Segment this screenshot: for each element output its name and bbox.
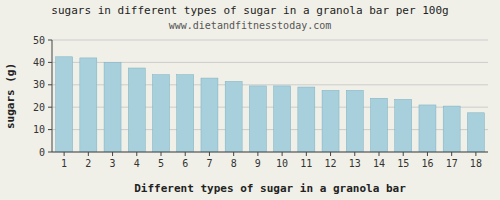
bar xyxy=(177,75,194,152)
y-tick-label: 30 xyxy=(33,79,45,90)
x-tick-label: 8 xyxy=(231,158,237,169)
x-tick xyxy=(64,152,65,156)
x-axis: 123456789101112131415161718 xyxy=(61,152,482,169)
background xyxy=(0,0,500,200)
x-tick xyxy=(282,152,283,156)
bars xyxy=(56,57,485,152)
x-axis-line xyxy=(52,152,488,153)
bar xyxy=(467,113,484,152)
y-axis: 0 10 20 30 40 50 xyxy=(33,35,488,158)
x-tick xyxy=(88,152,89,156)
x-tick xyxy=(451,152,452,156)
bar xyxy=(153,75,170,152)
bar xyxy=(249,86,266,152)
grid-line xyxy=(52,152,488,153)
x-tick xyxy=(427,152,428,156)
x-tick-label: 2 xyxy=(85,158,91,169)
bar xyxy=(128,68,145,152)
x-tick xyxy=(330,152,331,156)
x-tick-label: 10 xyxy=(276,158,288,169)
x-tick-label: 17 xyxy=(446,158,458,169)
x-tick xyxy=(379,152,380,156)
x-tick xyxy=(161,152,162,156)
x-tick-label: 14 xyxy=(373,158,385,169)
x-tick-label: 7 xyxy=(206,158,212,169)
x-tick-label: 1 xyxy=(61,158,67,169)
bar xyxy=(201,78,218,152)
y-tick-label: 50 xyxy=(33,35,45,46)
bar xyxy=(298,87,315,152)
x-tick-label: 4 xyxy=(134,158,140,169)
bar xyxy=(274,86,291,152)
bar xyxy=(80,58,97,152)
x-tick-label: 11 xyxy=(300,158,312,169)
x-tick-label: 12 xyxy=(325,158,337,169)
x-tick xyxy=(403,152,404,156)
chart: sugars in different types of sugar in a … xyxy=(0,0,500,200)
y-tick xyxy=(48,107,52,108)
x-tick xyxy=(136,152,137,156)
bar xyxy=(346,90,363,152)
y-tick xyxy=(48,62,52,63)
x-tick xyxy=(112,152,113,156)
x-tick xyxy=(354,152,355,156)
x-tick-label: 15 xyxy=(397,158,409,169)
x-tick xyxy=(185,152,186,156)
x-tick xyxy=(233,152,234,156)
grid-line xyxy=(52,40,488,41)
y-tick-label: 40 xyxy=(33,57,45,68)
y-tick xyxy=(48,152,52,153)
x-tick xyxy=(475,152,476,156)
bar xyxy=(443,106,460,152)
x-axis-label: Different types of sugar in a granola ba… xyxy=(134,182,406,195)
x-tick-label: 16 xyxy=(421,158,433,169)
y-axis-line xyxy=(52,40,53,152)
chart-container: sugars in different types of sugar in a … xyxy=(0,0,500,200)
title: sugars in different types of sugar in a … xyxy=(51,4,448,17)
y-axis-label: sugars (g) xyxy=(4,63,17,129)
x-tick xyxy=(209,152,210,156)
x-tick-label: 6 xyxy=(182,158,188,169)
y-tick-label: 0 xyxy=(39,147,45,158)
x-tick xyxy=(306,152,307,156)
bar xyxy=(371,98,388,152)
bar xyxy=(104,62,121,152)
y-tick-label: 10 xyxy=(33,124,45,135)
y-tick xyxy=(48,84,52,85)
subtitle: www.dietandfitnesstoday.com xyxy=(169,20,332,31)
bar xyxy=(419,105,436,152)
bar xyxy=(56,57,73,152)
bar xyxy=(322,90,339,152)
y-tick-label: 20 xyxy=(33,102,45,113)
x-tick xyxy=(257,152,258,156)
x-tick-label: 3 xyxy=(110,158,116,169)
x-tick-label: 13 xyxy=(349,158,361,169)
y-tick xyxy=(48,129,52,130)
x-tick-label: 9 xyxy=(255,158,261,169)
bar xyxy=(225,81,242,152)
x-tick-label: 5 xyxy=(158,158,164,169)
x-tick-label: 18 xyxy=(470,158,482,169)
bar xyxy=(395,99,412,152)
y-tick xyxy=(48,40,52,41)
